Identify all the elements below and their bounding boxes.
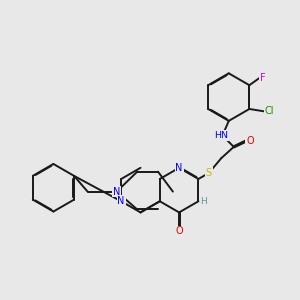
Text: S: S	[206, 168, 212, 178]
Text: F: F	[260, 73, 266, 83]
Text: N: N	[176, 163, 183, 173]
Text: O: O	[175, 226, 183, 236]
Text: HN: HN	[214, 131, 228, 140]
Text: H: H	[200, 197, 207, 206]
Text: O: O	[246, 136, 253, 146]
Text: N: N	[118, 196, 125, 206]
Text: Cl: Cl	[265, 106, 274, 116]
Text: N: N	[113, 187, 120, 196]
